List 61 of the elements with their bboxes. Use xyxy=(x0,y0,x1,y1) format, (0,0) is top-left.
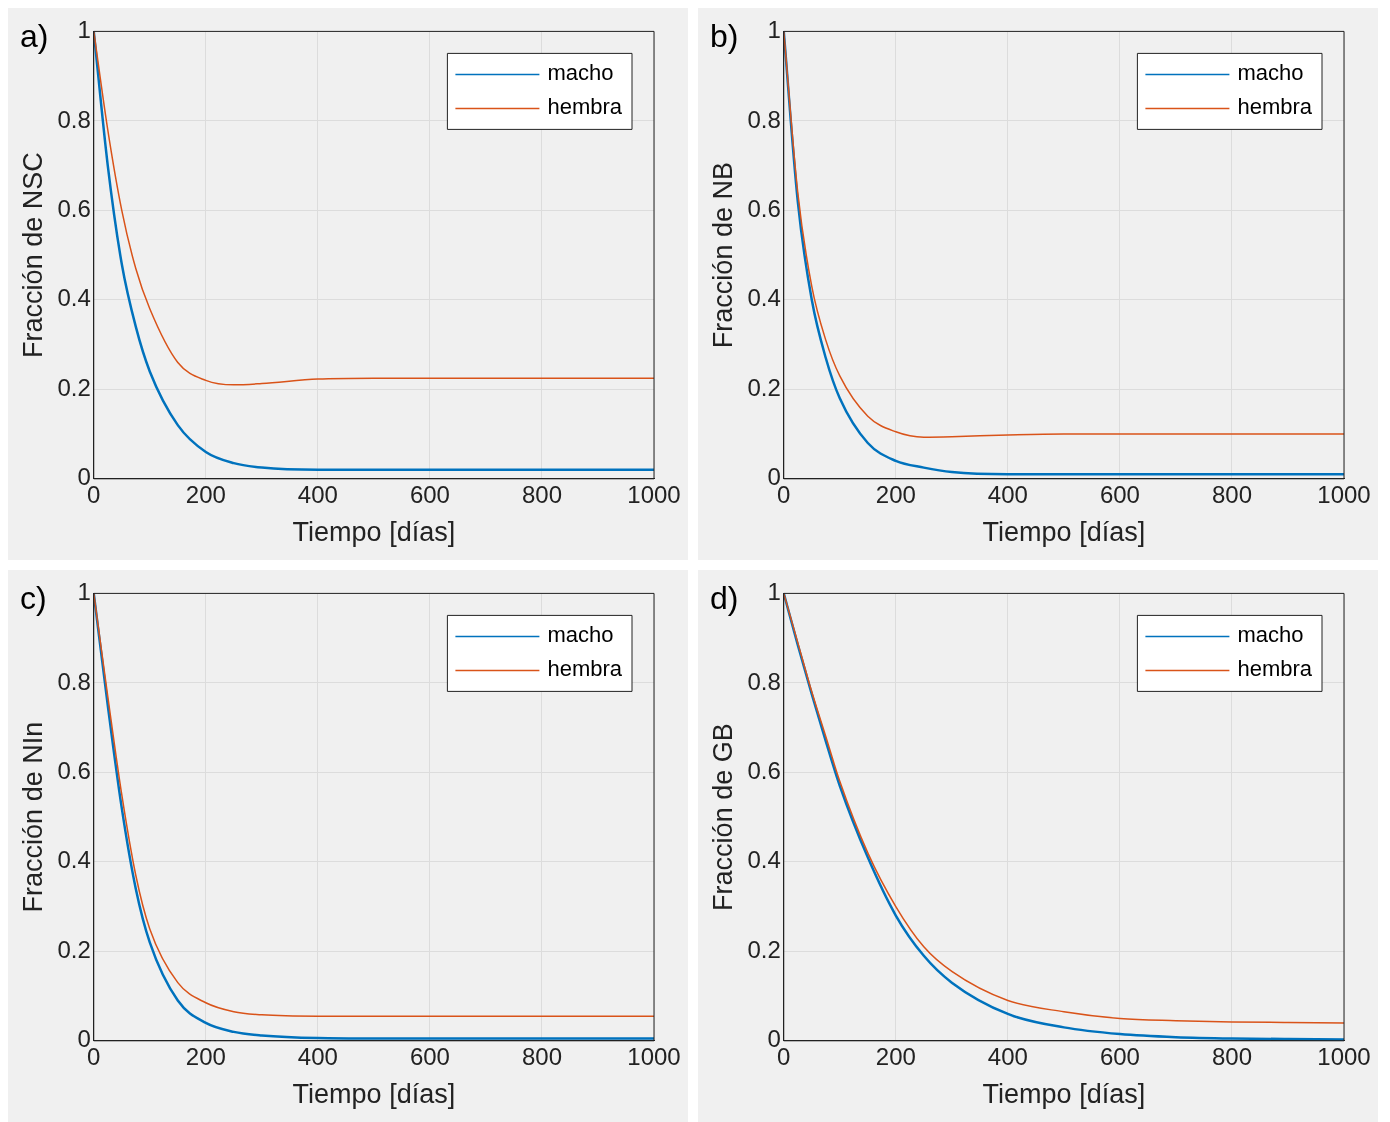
y-tick-label: 0.2 xyxy=(747,935,781,963)
y-axis-title: Fracción de NSC xyxy=(17,152,48,358)
y-tick-label: 1 xyxy=(767,16,781,44)
legend-label: macho xyxy=(1237,622,1304,648)
x-axis-title: Tiempo [días] xyxy=(292,517,456,548)
x-tick-label: 1000 xyxy=(1317,1042,1371,1070)
y-axis-title: Fracción de NIn xyxy=(17,721,48,913)
text: c) xyxy=(20,580,47,617)
y-tick-label: 1 xyxy=(77,578,91,606)
x-tick-label: 600 xyxy=(1099,1042,1140,1070)
x-axis-title: Tiempo [días] xyxy=(982,1079,1146,1110)
x-tick-label: 400 xyxy=(987,1042,1028,1070)
y-tick-label: 0.2 xyxy=(57,935,91,963)
text: b) xyxy=(710,18,739,55)
y-tick-label: 0.4 xyxy=(747,284,781,312)
legend-label: hembra xyxy=(1237,94,1313,120)
y-tick-label: 0.8 xyxy=(57,667,91,695)
x-tick-label: 200 xyxy=(875,1042,916,1070)
y-tick-label: 0.4 xyxy=(57,284,91,312)
x-tick-label: 1000 xyxy=(1317,480,1371,508)
legend-label: hembra xyxy=(547,94,623,120)
x-tick-label: 600 xyxy=(1099,480,1140,508)
y-tick-label: 0.4 xyxy=(57,846,91,874)
y-tick-label: 0.8 xyxy=(747,667,781,695)
legend-label: hembra xyxy=(547,656,623,682)
y-tick-label: 1 xyxy=(767,578,781,606)
text: a) xyxy=(20,18,49,55)
y-tick-label: 0.6 xyxy=(57,194,91,222)
y-tick-label: 0.4 xyxy=(747,846,781,874)
y-tick-label: 1 xyxy=(77,16,91,44)
x-tick-label: 600 xyxy=(409,480,450,508)
x-tick-label: 800 xyxy=(1211,480,1252,508)
legend-label: hembra xyxy=(1237,656,1313,682)
line-series xyxy=(93,31,654,386)
y-axis-title: Fracción de GB xyxy=(707,723,738,911)
legend-label: macho xyxy=(547,622,614,648)
x-tick-label: 800 xyxy=(1211,1042,1252,1070)
x-axis-title: Tiempo [días] xyxy=(292,1079,456,1110)
y-tick-label: 0.6 xyxy=(747,756,781,784)
x-tick-label: 400 xyxy=(297,1042,338,1070)
x-tick-label: 1000 xyxy=(627,1042,681,1070)
legend-label: macho xyxy=(547,60,614,86)
y-tick-label: 0.2 xyxy=(57,373,91,401)
x-tick-label: 200 xyxy=(875,480,916,508)
x-tick-label: 1000 xyxy=(627,480,681,508)
y-tick-label: 0.2 xyxy=(747,373,781,401)
x-tick-label: 600 xyxy=(409,1042,450,1070)
y-tick-label: 0.6 xyxy=(57,756,91,784)
x-tick-label: 200 xyxy=(185,480,226,508)
text: d) xyxy=(710,580,739,617)
y-tick-label: 0.8 xyxy=(747,105,781,133)
x-tick-label: 800 xyxy=(521,480,562,508)
x-axis-title: Tiempo [días] xyxy=(982,517,1146,548)
y-tick-label: 0.8 xyxy=(57,105,91,133)
x-tick-label: 800 xyxy=(521,1042,562,1070)
x-tick-label: 400 xyxy=(987,480,1028,508)
legend-label: macho xyxy=(1237,60,1304,86)
x-tick-label: 400 xyxy=(297,480,338,508)
x-tick-label: 200 xyxy=(185,1042,226,1070)
y-tick-label: 0.6 xyxy=(747,194,781,222)
y-axis-title: Fracción de NB xyxy=(707,162,738,349)
